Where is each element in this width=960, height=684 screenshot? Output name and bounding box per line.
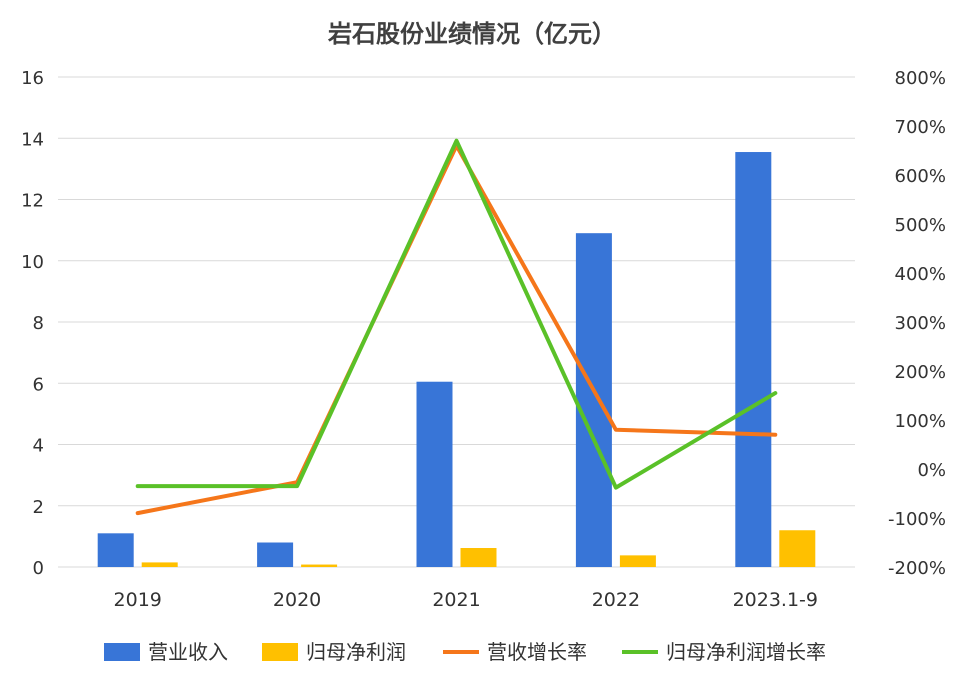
left-tick-label: 6 bbox=[33, 374, 44, 395]
bar-series bbox=[97, 152, 816, 567]
right-tick-label: 100% bbox=[895, 411, 946, 432]
left-tick-label: 4 bbox=[33, 436, 44, 457]
right-tick-label: 600% bbox=[895, 166, 946, 187]
left-tick-label: 0 bbox=[33, 558, 44, 579]
x-axis: 2019 2020 2021 2022 2023.1-9 bbox=[114, 589, 818, 611]
bar-revenue bbox=[257, 542, 294, 567]
left-tick-label: 16 bbox=[21, 68, 44, 89]
right-tick-label: 400% bbox=[895, 264, 946, 285]
bar-revenue bbox=[735, 152, 772, 567]
left-tick-label: 2 bbox=[33, 497, 44, 518]
line-series bbox=[135, 138, 778, 516]
x-tick-label: 2022 bbox=[592, 589, 640, 611]
left-tick-label: 12 bbox=[21, 191, 44, 212]
bar-net-profit bbox=[779, 530, 816, 567]
legend-label: 归母净利润 bbox=[306, 640, 406, 664]
bar-revenue bbox=[97, 533, 134, 567]
right-tick-label: -200% bbox=[888, 558, 946, 579]
legend-label: 营业收入 bbox=[148, 640, 228, 664]
legend-swatch bbox=[104, 643, 140, 661]
x-tick-label: 2021 bbox=[432, 589, 480, 611]
bar-revenue bbox=[575, 233, 612, 567]
right-tick-label: -100% bbox=[888, 509, 946, 530]
left-y-axis: 0 2 4 6 8 10 12 14 16 bbox=[21, 68, 44, 579]
net-profit-growth-line bbox=[135, 138, 778, 490]
x-tick-label: 2020 bbox=[273, 589, 321, 611]
revenue-growth-line bbox=[135, 143, 778, 516]
legend-label: 营收增长率 bbox=[487, 640, 587, 664]
right-tick-label: 800% bbox=[895, 68, 946, 89]
bar-net-profit bbox=[301, 564, 338, 567]
bar-net-profit bbox=[619, 555, 656, 567]
left-tick-label: 14 bbox=[21, 129, 44, 150]
right-tick-label: 300% bbox=[895, 313, 946, 334]
legend-swatch bbox=[262, 643, 298, 661]
left-tick-label: 10 bbox=[21, 252, 44, 273]
legend: 营业收入 归母净利润 营收增长率 归母净利润增长率 bbox=[104, 640, 826, 664]
x-tick-label: 2023.1-9 bbox=[733, 589, 818, 611]
chart-title: 岩石股份业绩情况（亿元） bbox=[327, 20, 616, 48]
bar-revenue bbox=[416, 381, 453, 567]
right-tick-label: 700% bbox=[895, 117, 946, 138]
left-tick-label: 8 bbox=[33, 313, 44, 334]
right-tick-label: 200% bbox=[895, 362, 946, 383]
right-tick-label: 0% bbox=[917, 460, 946, 481]
right-tick-label: 500% bbox=[895, 215, 946, 236]
bar-net-profit bbox=[460, 548, 497, 567]
grid bbox=[58, 76, 855, 568]
right-y-axis: -200% -100% 0% 100% 200% 300% 400% 500% 600% 700%… bbox=[888, 68, 946, 579]
legend-label: 归母净利润增长率 bbox=[666, 640, 826, 664]
x-tick-label: 2019 bbox=[114, 589, 162, 611]
bar-net-profit bbox=[141, 562, 178, 567]
